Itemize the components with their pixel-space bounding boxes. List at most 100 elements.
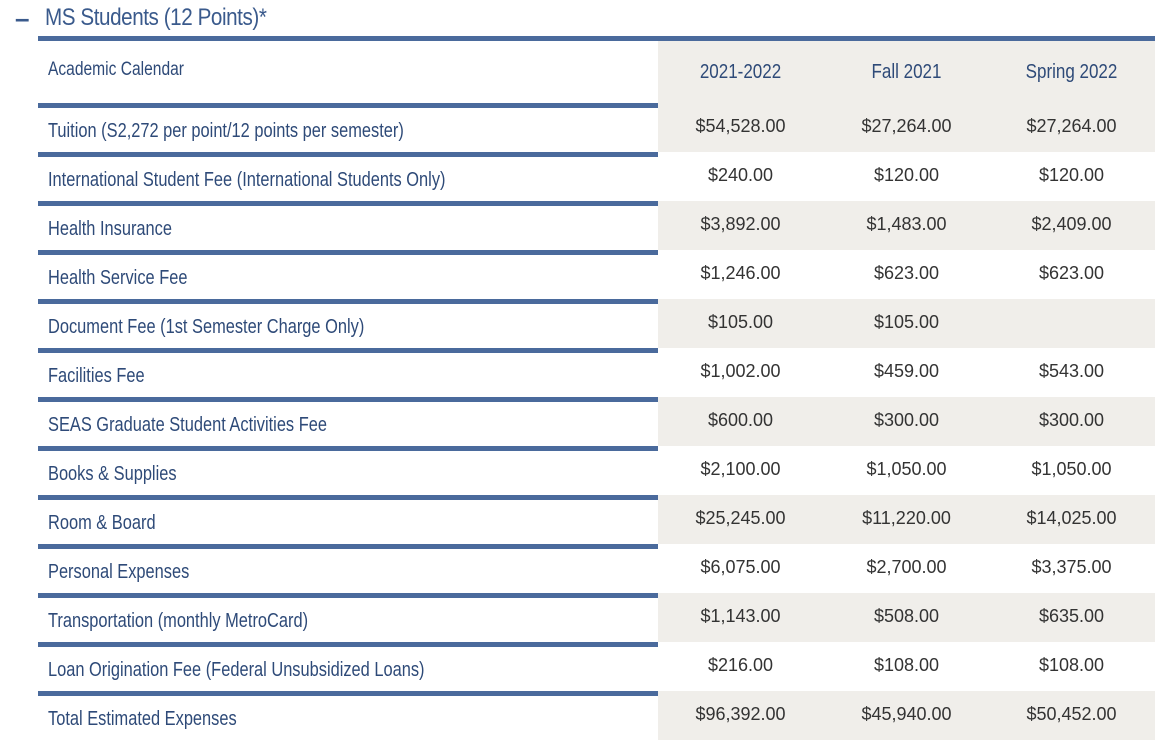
row-values-cell: $240.00 $120.00 $120.00 bbox=[658, 152, 1155, 201]
row-values-cell: $2,100.00 $1,050.00 $1,050.00 bbox=[658, 446, 1155, 495]
row-label-cell: Document Fee (1st Semester Charge Only) bbox=[38, 299, 658, 348]
value-fall-2021: $105.00 bbox=[873, 312, 940, 332]
section-title[interactable]: MS Students (12 Points)* bbox=[45, 4, 267, 31]
header-values-cell: 2021-2022 Fall 2021 Spring 2022 bbox=[658, 41, 1155, 103]
value-fall-2021: $11,220.00 bbox=[862, 508, 951, 528]
row-label-cell: Loan Origination Fee (Federal Unsubsidiz… bbox=[38, 642, 658, 691]
table-row: Health Service Fee $1,246.00 $623.00 $623.0… bbox=[38, 250, 1155, 299]
value-spring-2022: $14,025.00 bbox=[1026, 508, 1117, 528]
table-row: Total Estimated Expenses $96,392.00 $45,94… bbox=[38, 691, 1155, 740]
value-spring-2022: $543.00 bbox=[1038, 361, 1105, 381]
header-label-cell: Academic Calendar bbox=[38, 41, 658, 103]
value-fall-2021: $120.00 bbox=[873, 165, 940, 185]
row-divider bbox=[38, 103, 658, 108]
value-fall-2021: $108.00 bbox=[873, 655, 940, 675]
row-values-cell: $3,892.00 $1,483.00 $2,409.00 bbox=[658, 201, 1155, 250]
row-divider bbox=[38, 495, 658, 500]
value-fall-2021: $508.00 bbox=[873, 606, 940, 626]
column-header-fall-2021: Fall 2021 bbox=[871, 61, 942, 83]
value-2021-2022: $6,075.00 bbox=[700, 557, 781, 577]
row-label: International Student Fee (International… bbox=[48, 169, 446, 191]
row-values-cell: $25,245.00 $11,220.00 $14,025.00 bbox=[658, 495, 1155, 544]
value-spring-2022 bbox=[989, 299, 1154, 348]
row-divider bbox=[38, 152, 658, 157]
table-row: Transportation (monthly MetroCard) $1,143… bbox=[38, 593, 1155, 642]
table-row: Books & Supplies $2,100.00 $1,050.00 $1,050… bbox=[38, 446, 1155, 495]
row-divider bbox=[38, 299, 658, 304]
row-divider bbox=[38, 446, 658, 451]
row-divider bbox=[38, 544, 658, 549]
table-row: Tuition (S2,272 per point/12 points per … bbox=[38, 103, 1155, 152]
value-fall-2021: $45,940.00 bbox=[861, 704, 952, 724]
row-values-cell: $54,528.00 $27,264.00 $27,264.00 bbox=[658, 103, 1155, 152]
row-label-cell: Total Estimated Expenses bbox=[38, 691, 658, 740]
row-label: Tuition (S2,272 per point/12 points per … bbox=[48, 120, 404, 142]
value-2021-2022: $600.00 bbox=[707, 410, 774, 430]
value-2021-2022: $105.00 bbox=[707, 312, 774, 332]
value-2021-2022: $25,245.00 bbox=[695, 508, 786, 528]
row-label: Facilities Fee bbox=[48, 365, 145, 387]
column-header-spring-2022: Spring 2022 bbox=[1025, 61, 1118, 83]
table-row: Document Fee (1st Semester Charge Only) $… bbox=[38, 299, 1155, 348]
row-label-cell: Health Service Fee bbox=[38, 250, 658, 299]
collapse-toggle-icon[interactable]: – bbox=[15, 3, 30, 33]
value-fall-2021: $1,483.00 bbox=[866, 214, 947, 234]
row-label-cell: Transportation (monthly MetroCard) bbox=[38, 593, 658, 642]
value-spring-2022: $50,452.00 bbox=[1026, 704, 1117, 724]
value-2021-2022: $96,392.00 bbox=[695, 704, 786, 724]
row-label: Personal Expenses bbox=[48, 561, 190, 583]
value-spring-2022: $120.00 bbox=[1038, 165, 1105, 185]
row-label: Health Service Fee bbox=[48, 267, 188, 289]
row-label-cell: Tuition (S2,272 per point/12 points per … bbox=[38, 103, 658, 152]
column-header-academic-calendar: Academic Calendar bbox=[48, 59, 184, 80]
value-2021-2022: $240.00 bbox=[707, 165, 774, 185]
row-label-cell: Books & Supplies bbox=[38, 446, 658, 495]
value-2021-2022: $216.00 bbox=[707, 655, 774, 675]
value-spring-2022: $1,050.00 bbox=[1031, 459, 1112, 479]
value-spring-2022: $635.00 bbox=[1038, 606, 1105, 626]
value-spring-2022: $3,375.00 bbox=[1031, 557, 1112, 577]
value-fall-2021: $300.00 bbox=[873, 410, 940, 430]
value-2021-2022: $54,528.00 bbox=[695, 116, 786, 136]
row-values-cell: $1,143.00 $508.00 $635.00 bbox=[658, 593, 1155, 642]
table-row: International Student Fee (International… bbox=[38, 152, 1155, 201]
row-label-cell: Room & Board bbox=[38, 495, 658, 544]
value-spring-2022: $108.00 bbox=[1038, 655, 1105, 675]
row-values-cell: $6,075.00 $2,700.00 $3,375.00 bbox=[658, 544, 1155, 593]
row-divider bbox=[38, 397, 658, 402]
table-row: SEAS Graduate Student Activities Fee $600… bbox=[38, 397, 1155, 446]
value-2021-2022: $1,143.00 bbox=[700, 606, 781, 626]
row-divider bbox=[38, 642, 658, 647]
row-label: Loan Origination Fee (Federal Unsubsidiz… bbox=[48, 659, 425, 681]
row-label: Total Estimated Expenses bbox=[48, 708, 237, 730]
row-divider bbox=[38, 691, 658, 696]
value-fall-2021: $27,264.00 bbox=[861, 116, 952, 136]
row-values-cell: $1,002.00 $459.00 $543.00 bbox=[658, 348, 1155, 397]
value-2021-2022: $3,892.00 bbox=[700, 214, 781, 234]
row-label: Books & Supplies bbox=[48, 463, 177, 485]
table-row: Personal Expenses $6,075.00 $2,700.00 $3,37… bbox=[38, 544, 1155, 593]
table-row: Room & Board $25,245.00 $11,220.00 $14,025.… bbox=[38, 495, 1155, 544]
table-header-row: Academic Calendar 2021-2022 Fall 2021 Sp… bbox=[38, 41, 1155, 103]
value-spring-2022: $2,409.00 bbox=[1031, 214, 1112, 234]
row-label: Health Insurance bbox=[48, 218, 172, 240]
value-2021-2022: $2,100.00 bbox=[700, 459, 781, 479]
row-label-cell: Personal Expenses bbox=[38, 544, 658, 593]
row-label: Room & Board bbox=[48, 512, 156, 534]
row-values-cell: $96,392.00 $45,940.00 $50,452.00 bbox=[658, 691, 1155, 740]
value-fall-2021: $2,700.00 bbox=[866, 557, 947, 577]
value-spring-2022: $27,264.00 bbox=[1026, 116, 1117, 136]
row-label-cell: International Student Fee (International… bbox=[38, 152, 658, 201]
row-divider bbox=[38, 201, 658, 206]
value-spring-2022: $300.00 bbox=[1038, 410, 1105, 430]
row-label-cell: SEAS Graduate Student Activities Fee bbox=[38, 397, 658, 446]
section-header: – MS Students (12 Points)* bbox=[0, 0, 1170, 41]
expense-table: Academic Calendar 2021-2022 Fall 2021 Sp… bbox=[38, 41, 1155, 740]
row-values-cell: $1,246.00 $623.00 $623.00 bbox=[658, 250, 1155, 299]
table-row: Loan Origination Fee (Federal Unsubsidiz… bbox=[38, 642, 1155, 691]
column-header-2021-2022: 2021-2022 bbox=[699, 61, 782, 83]
row-divider bbox=[38, 348, 658, 353]
row-label: SEAS Graduate Student Activities Fee bbox=[48, 414, 327, 436]
row-label-cell: Health Insurance bbox=[38, 201, 658, 250]
row-values-cell: $105.00 $105.00 bbox=[658, 299, 1155, 348]
